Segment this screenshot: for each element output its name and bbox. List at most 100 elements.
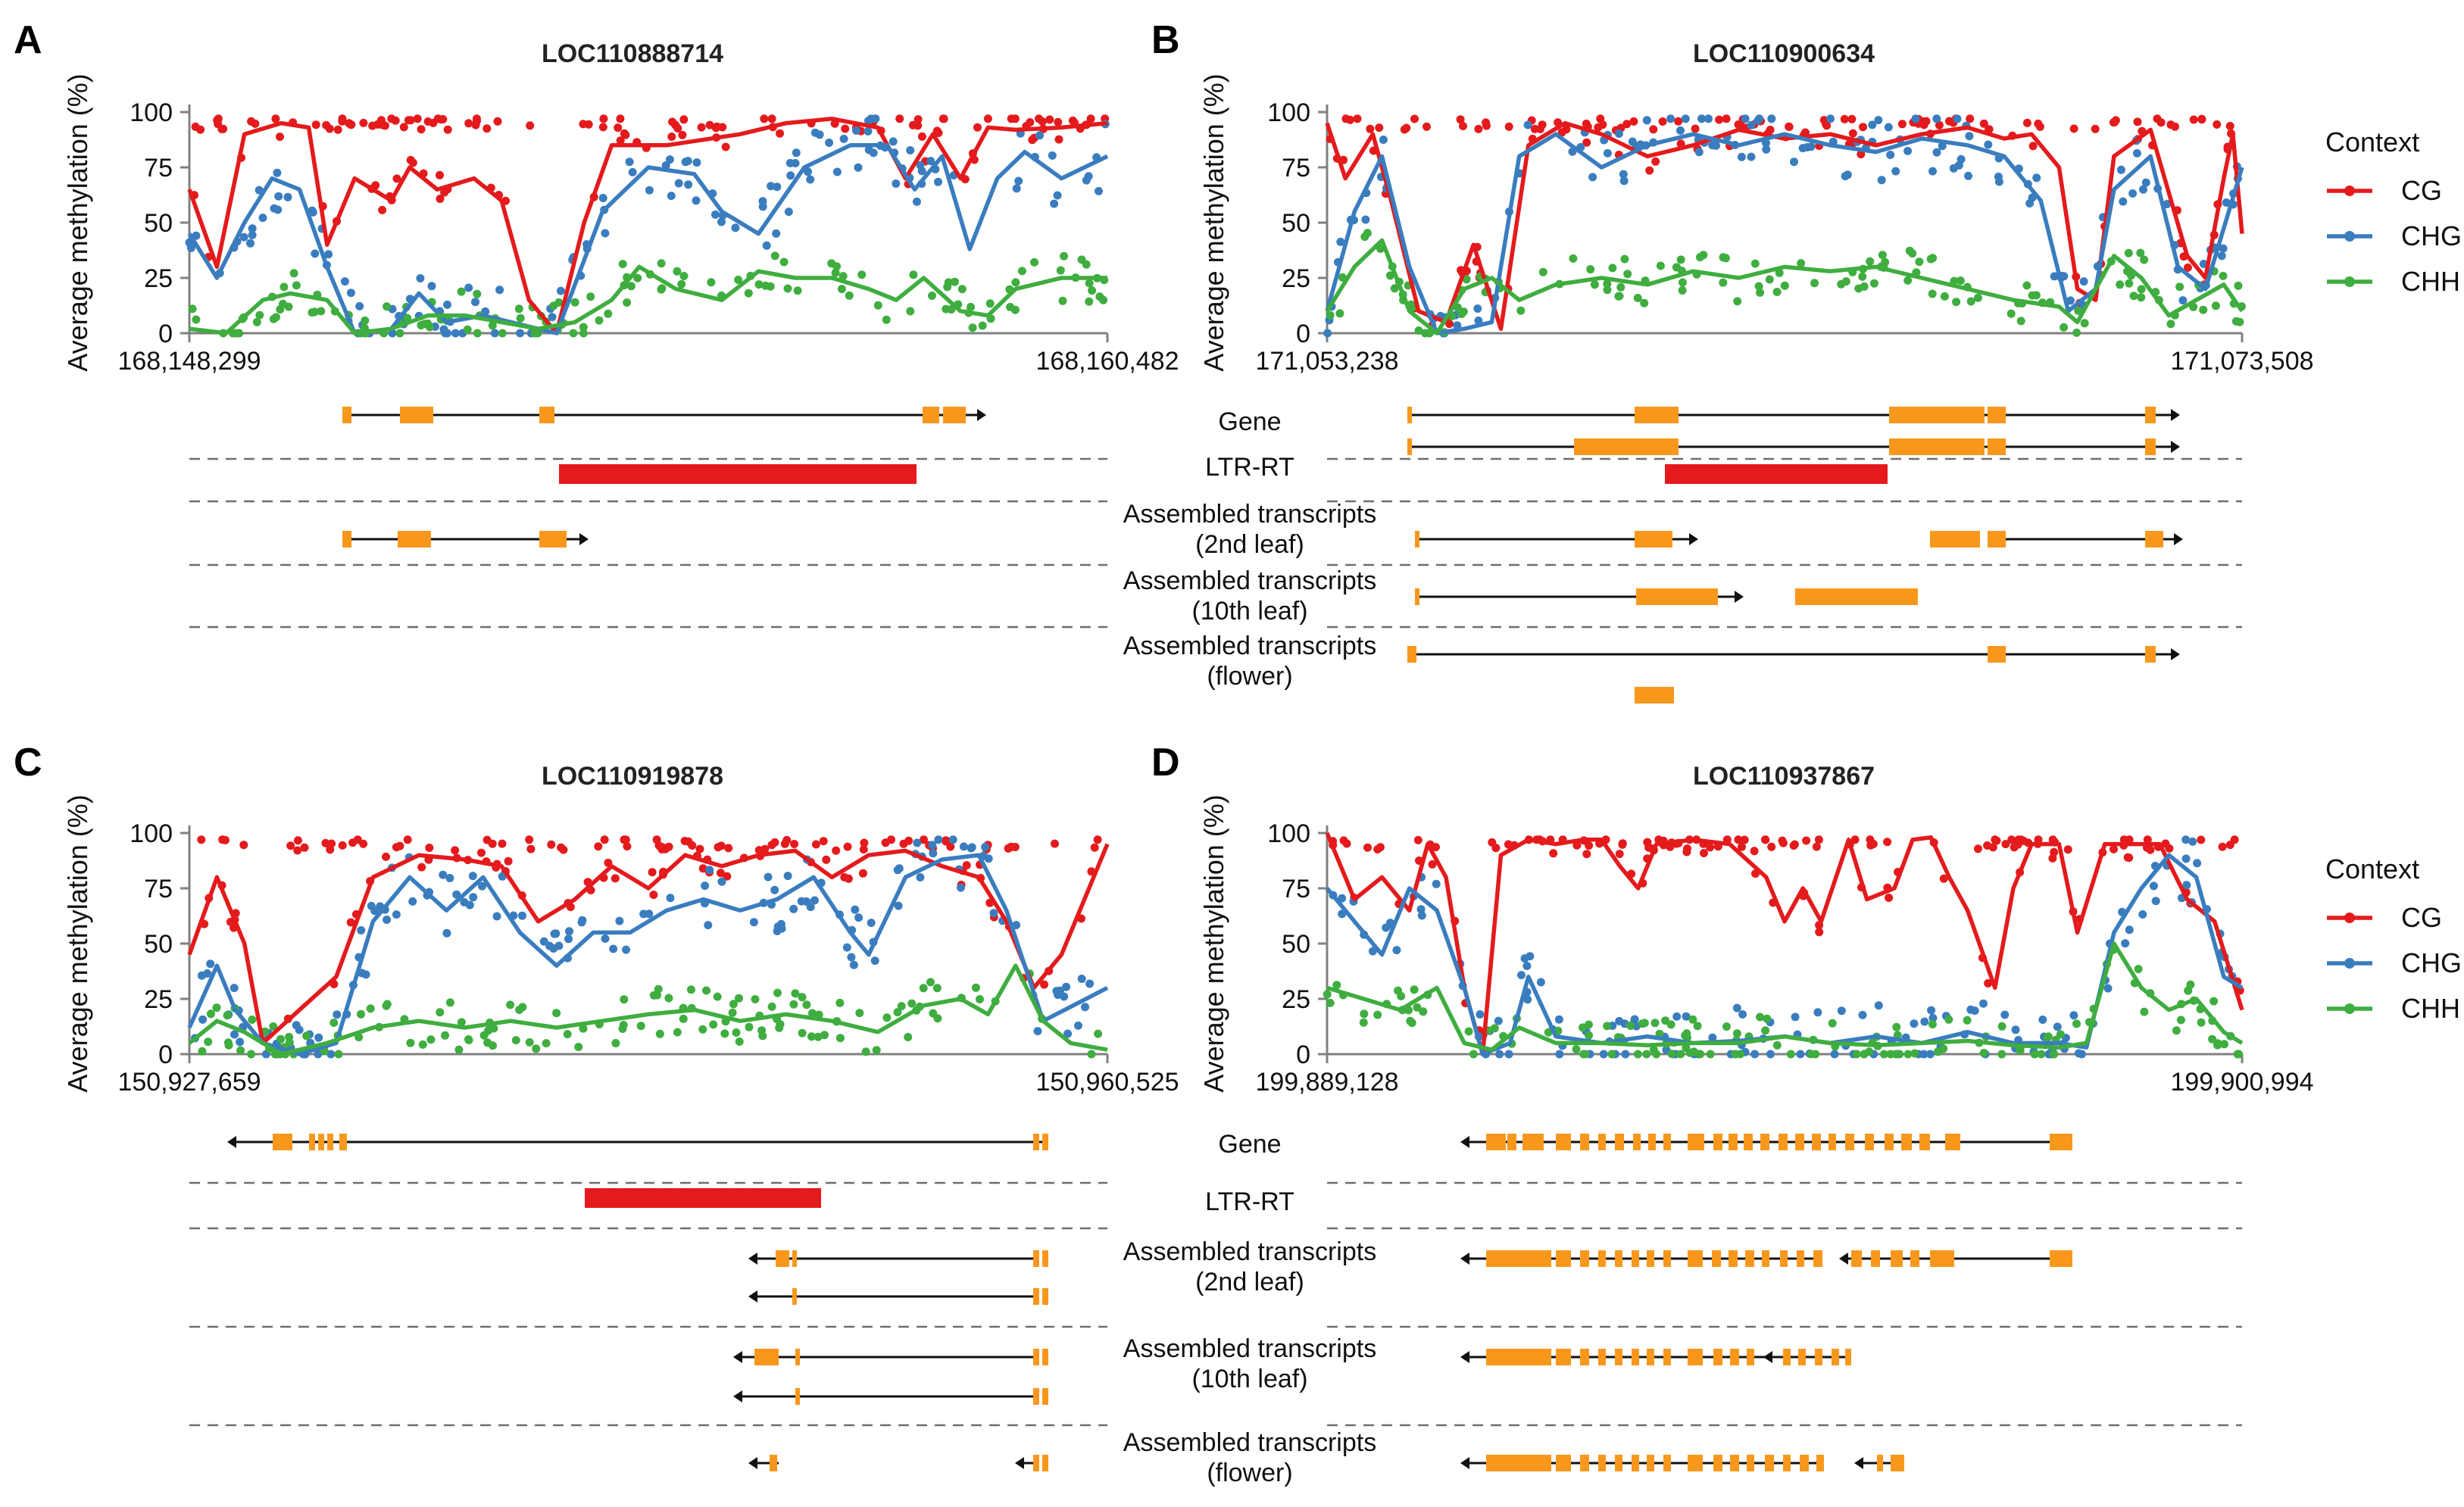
point-chg: [1891, 167, 1900, 176]
point-cg: [2166, 120, 2175, 129]
exon-block: [1647, 1455, 1654, 1471]
point-chh: [793, 286, 802, 295]
point-chh: [1780, 281, 1789, 290]
point-chh: [532, 1044, 541, 1053]
point-chg: [1979, 999, 1988, 1008]
point-chg: [645, 186, 654, 195]
point-chh: [744, 289, 753, 298]
point-chh: [317, 307, 326, 316]
point-chh: [978, 321, 987, 330]
point-chg: [1621, 1050, 1630, 1059]
point-cg: [1734, 835, 1743, 844]
track-label: (flower): [1207, 1459, 1292, 1487]
point-chg: [383, 916, 392, 924]
point-chg: [601, 934, 610, 943]
exon-block: [1598, 1250, 1606, 1267]
point-chg: [773, 183, 782, 192]
point-chg: [469, 893, 478, 902]
point-chh: [1895, 1050, 1904, 1059]
point-chg: [1807, 142, 1816, 151]
point-chg: [1694, 148, 1704, 157]
point-chg: [804, 167, 813, 176]
point-chh: [2184, 986, 2193, 995]
point-cg: [1658, 117, 1667, 126]
exon-block: [1919, 1134, 1930, 1150]
point-chh: [489, 1041, 497, 1050]
point-cg: [1848, 129, 1857, 138]
point-chh: [729, 1000, 738, 1009]
point-chg: [439, 325, 448, 334]
exon-block: [1891, 1455, 1904, 1471]
exon-block: [1815, 1349, 1822, 1365]
point-chg: [934, 177, 942, 186]
point-chh: [2124, 248, 2133, 257]
point-chh: [563, 1030, 572, 1039]
point-cg: [378, 205, 387, 214]
point-chh: [1688, 1015, 1697, 1024]
point-chg: [1063, 1029, 1073, 1038]
point-chg: [2050, 272, 2059, 281]
point-cg: [498, 839, 507, 848]
point-cg: [1973, 844, 1982, 853]
point-chg: [2074, 1049, 2083, 1058]
point-chg: [274, 192, 283, 201]
point-chg: [416, 274, 425, 282]
point-chg: [892, 179, 901, 188]
point-chh: [1672, 263, 1681, 272]
point-chg: [1615, 1016, 1624, 1025]
point-chg: [926, 157, 935, 166]
point-chh: [2050, 1050, 2059, 1059]
point-chh: [861, 1047, 870, 1056]
exon-block: [1783, 1455, 1791, 1471]
point-cg: [1629, 117, 1638, 126]
point-cg: [1366, 124, 1375, 133]
point-chg: [367, 901, 376, 910]
track-label: LTR-RT: [1205, 453, 1294, 482]
point-chh: [569, 329, 578, 338]
exon-block: [1780, 1250, 1788, 1267]
point-chg: [1476, 1010, 1485, 1019]
point-chh: [673, 267, 682, 276]
strand-arrow-icon: [2171, 648, 2180, 660]
point-cg: [594, 842, 603, 851]
point-chh: [212, 1003, 221, 1012]
point-chg: [1747, 152, 1756, 161]
strand-arrow-icon: [1460, 1351, 1469, 1363]
legend-marker: [2344, 231, 2355, 242]
point-chg: [445, 874, 454, 882]
point-chh: [1892, 1022, 1901, 1031]
point-cg: [1778, 836, 1787, 845]
point-cg: [443, 125, 452, 134]
point-chh: [1837, 279, 1846, 289]
exon-block: [1832, 1349, 1839, 1365]
point-chh: [754, 280, 764, 289]
exon-block: [1688, 1349, 1703, 1365]
point-chh: [418, 1040, 427, 1049]
point-chg: [230, 984, 239, 993]
y-tick-label: 0: [158, 320, 173, 348]
strand-arrow-icon: [1460, 1457, 1469, 1469]
exon-block: [1486, 1134, 1506, 1150]
point-chg: [1874, 1001, 1883, 1010]
point-cg: [377, 116, 386, 125]
curve-cg: [187, 117, 1108, 335]
point-chg: [1095, 186, 1103, 195]
y-tick-label: 100: [130, 819, 173, 848]
point-chh: [985, 299, 995, 308]
point-cg: [942, 837, 951, 846]
point-chh: [1538, 267, 1547, 276]
point-cg: [2218, 842, 2227, 851]
point-cg: [767, 114, 776, 123]
point-chh: [1693, 1022, 1702, 1031]
point-chh: [1706, 1050, 1715, 1059]
exon-block: [2145, 407, 2156, 423]
point-chh: [1786, 1050, 1795, 1059]
point-chg: [852, 126, 860, 135]
point-cg: [983, 114, 992, 123]
point-cg: [678, 130, 687, 139]
point-chg: [1555, 1050, 1564, 1059]
point-chg: [1910, 1019, 1919, 1028]
point-chg: [452, 890, 461, 899]
legend-marker: [2344, 1003, 2355, 1014]
exon-block: [1845, 1349, 1851, 1365]
